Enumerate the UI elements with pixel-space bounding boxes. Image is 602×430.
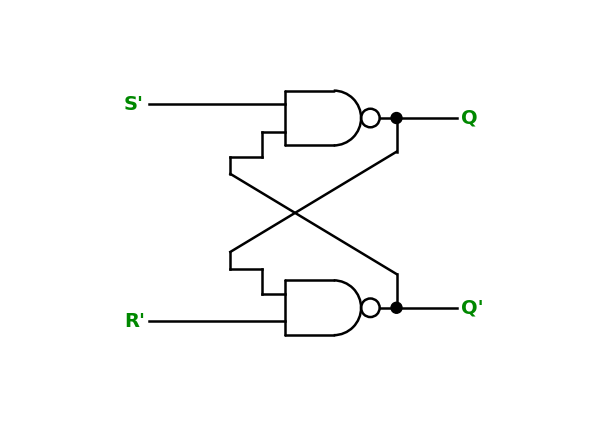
Text: S': S' xyxy=(124,95,144,114)
Circle shape xyxy=(391,302,402,313)
Text: R': R' xyxy=(124,312,145,331)
Circle shape xyxy=(391,113,402,123)
Text: Q: Q xyxy=(461,108,478,128)
Text: Q': Q' xyxy=(461,298,484,317)
